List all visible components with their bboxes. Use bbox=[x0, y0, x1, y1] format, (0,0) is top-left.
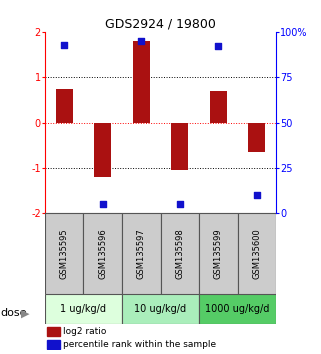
Bar bbox=[238, 213, 276, 294]
Point bbox=[254, 192, 259, 198]
Text: 1 ug/kg/d: 1 ug/kg/d bbox=[60, 304, 107, 314]
Text: GSM135596: GSM135596 bbox=[98, 228, 107, 279]
Bar bbox=[248, 122, 265, 152]
Bar bbox=[122, 294, 199, 324]
Bar bbox=[45, 213, 83, 294]
Text: percentile rank within the sample: percentile rank within the sample bbox=[64, 340, 217, 349]
Point bbox=[177, 201, 182, 207]
Bar bbox=[199, 213, 238, 294]
Bar bbox=[199, 294, 276, 324]
Point bbox=[216, 44, 221, 49]
Bar bbox=[122, 213, 160, 294]
Text: GSM135600: GSM135600 bbox=[252, 228, 261, 279]
Text: ▶: ▶ bbox=[21, 308, 29, 318]
Title: GDS2924 / 19800: GDS2924 / 19800 bbox=[105, 18, 216, 31]
Bar bbox=[47, 327, 60, 336]
Bar bbox=[94, 122, 111, 177]
Text: GSM135599: GSM135599 bbox=[214, 228, 223, 279]
Point bbox=[100, 201, 105, 207]
Text: log2 ratio: log2 ratio bbox=[64, 327, 107, 336]
Text: GSM135598: GSM135598 bbox=[175, 228, 184, 279]
Bar bbox=[210, 91, 227, 122]
Text: 10 ug/kg/d: 10 ug/kg/d bbox=[134, 304, 187, 314]
Text: GSM135597: GSM135597 bbox=[137, 228, 146, 279]
Bar bbox=[56, 88, 73, 122]
Bar bbox=[47, 340, 60, 349]
Text: 1000 ug/kg/d: 1000 ug/kg/d bbox=[205, 304, 270, 314]
Text: dose: dose bbox=[0, 308, 27, 318]
Bar bbox=[83, 213, 122, 294]
Point bbox=[139, 38, 144, 44]
Bar bbox=[171, 122, 188, 170]
Text: GSM135595: GSM135595 bbox=[60, 228, 69, 279]
Bar bbox=[160, 213, 199, 294]
Bar bbox=[133, 41, 150, 122]
Bar bbox=[45, 294, 122, 324]
Point bbox=[62, 42, 67, 47]
